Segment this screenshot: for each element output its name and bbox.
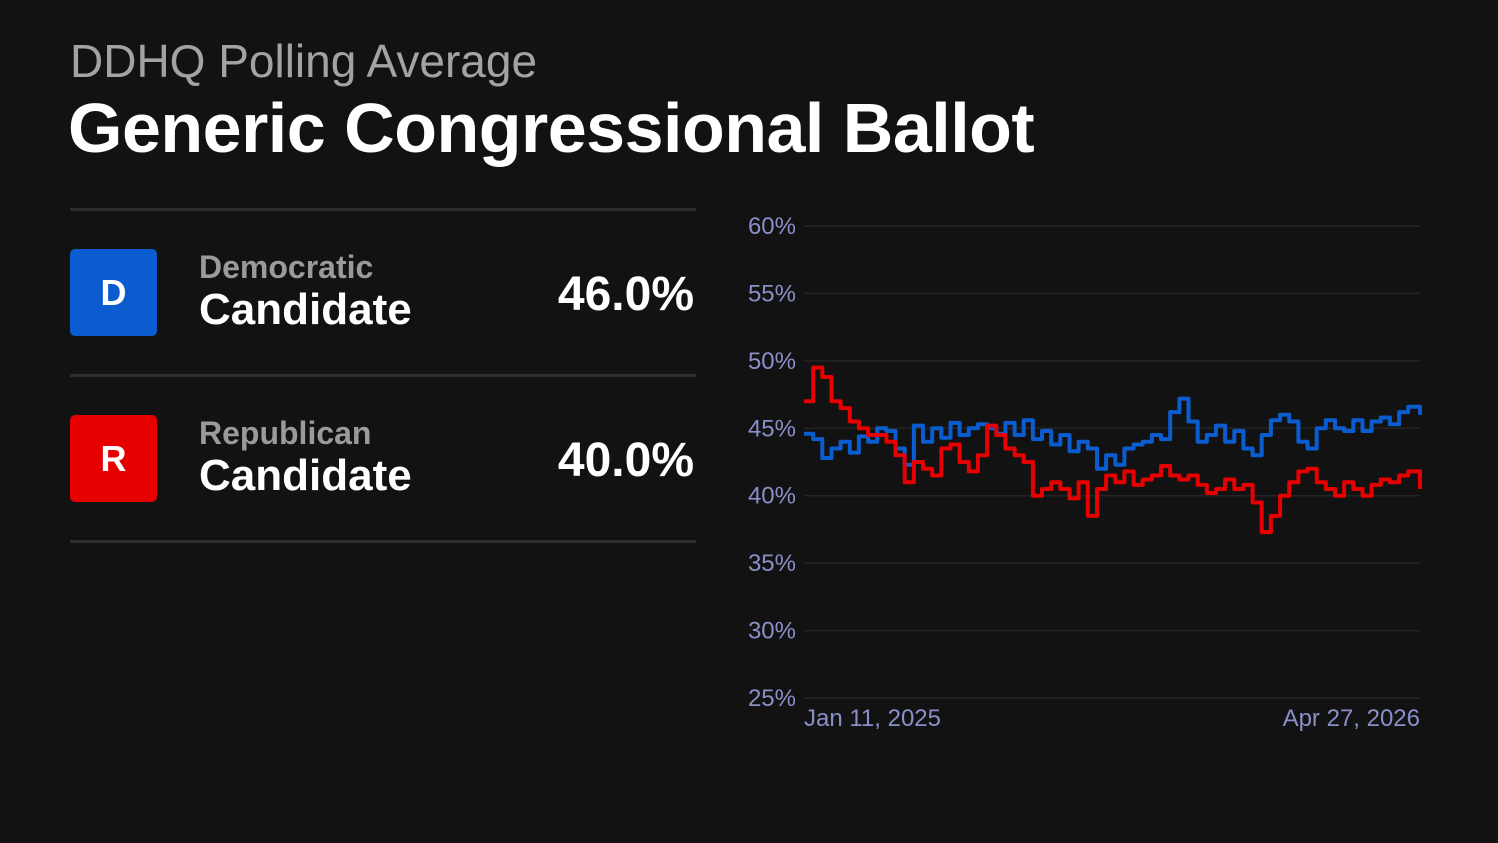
y-tick-label: 35% xyxy=(748,550,796,577)
candidate-name-democratic: Candidate xyxy=(199,285,412,334)
divider xyxy=(70,540,696,543)
y-tick-label: 45% xyxy=(748,415,796,442)
chart-title: Generic Congressional Ballot xyxy=(68,89,1035,167)
divider xyxy=(70,208,696,211)
y-tick-label: 50% xyxy=(748,348,796,375)
party-badge-republican: R xyxy=(70,415,157,502)
y-tick-label: 40% xyxy=(748,483,796,510)
polling-line-chart: 60% 55% 50% 45% 40% 35% 30% 25% Jan 11, 2025 Apr … xyxy=(748,213,1422,732)
series-line-republican xyxy=(804,365,1422,535)
y-tick-label: 25% xyxy=(748,685,796,712)
candidate-row-democratic: D Democratic Candidate 46.0% xyxy=(70,249,696,337)
y-tick-label: 30% xyxy=(748,618,796,645)
divider xyxy=(70,374,696,377)
y-tick-label: 55% xyxy=(748,280,796,307)
y-tick-label: 60% xyxy=(748,213,796,240)
poll-value-democratic: 46.0% xyxy=(557,268,694,321)
candidate-row-republican: R Republican Candidate 40.0% xyxy=(70,415,696,503)
poll-value-republican: 40.0% xyxy=(557,434,694,487)
chart-subtitle: DDHQ Polling Average xyxy=(70,35,538,87)
party-label-republican: Republican xyxy=(199,415,372,451)
x-tick-label: Apr 27, 2026 xyxy=(1283,705,1420,732)
x-tick-label: Jan 11, 2025 xyxy=(804,705,941,732)
series-line-democratic xyxy=(804,396,1422,471)
candidate-name-republican: Candidate xyxy=(199,451,412,500)
party-badge-democratic: D xyxy=(70,249,157,336)
party-label-democratic: Democratic xyxy=(199,249,374,285)
